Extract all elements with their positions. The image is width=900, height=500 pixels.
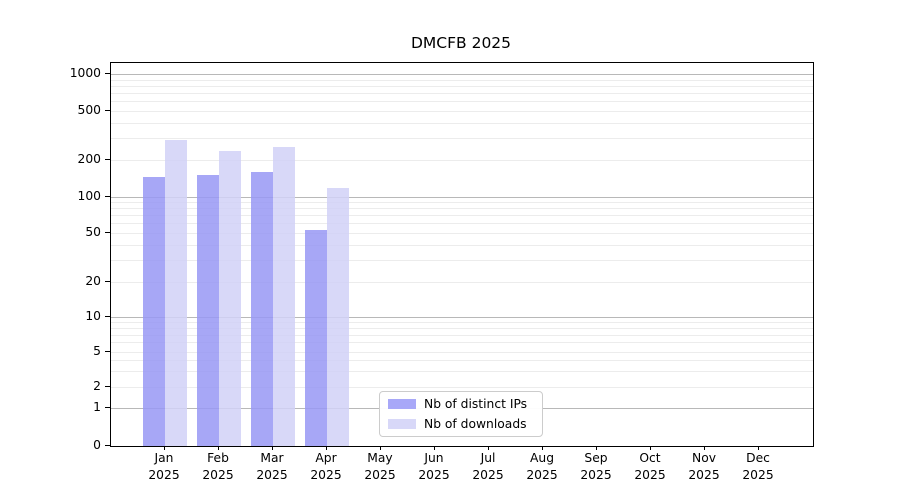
y-tick-mark <box>105 195 110 197</box>
legend-label-distinct-ips: Nb of distinct IPs <box>424 397 528 412</box>
y-axis-tick-label: 2 <box>93 379 101 393</box>
x-tick-mark <box>758 446 759 450</box>
bar-downloads <box>327 187 349 446</box>
gridline-minor <box>111 93 813 94</box>
x-axis-tick-label: Apr 2025 <box>310 451 342 482</box>
x-tick-mark <box>542 446 543 450</box>
bar-downloads <box>165 140 187 446</box>
x-axis-tick-label: Aug 2025 <box>526 451 558 482</box>
x-axis-tick-label: Dec 2025 <box>742 451 774 482</box>
plot-area <box>110 62 814 447</box>
gridline-minor <box>111 371 813 373</box>
x-tick-mark <box>218 446 219 450</box>
y-tick-mark <box>105 445 110 446</box>
x-tick-mark <box>704 446 705 450</box>
bar-distinct-ips <box>143 176 165 446</box>
legend-item-downloads: Nb of downloads <box>388 416 534 433</box>
gridline-minor <box>111 122 813 124</box>
x-tick-mark <box>380 446 381 450</box>
bar-downloads <box>219 151 241 446</box>
gridline-minor <box>111 282 813 283</box>
y-tick-mark <box>105 110 110 111</box>
x-axis-tick-label: Nov 2025 <box>688 451 720 482</box>
y-tick-mark <box>105 159 110 160</box>
y-tick-mark <box>105 73 110 74</box>
bar-distinct-ips <box>197 175 219 446</box>
gridline-minor <box>111 342 813 344</box>
gridline-major <box>111 74 813 75</box>
bar-downloads <box>273 147 295 446</box>
y-axis-tick-label: 0 <box>93 438 101 452</box>
x-tick-mark <box>596 446 597 450</box>
gridline-minor <box>111 321 813 323</box>
gridline-minor <box>111 111 813 112</box>
y-axis-tick-label: 1000 <box>69 66 101 80</box>
gridline-minor <box>111 360 813 362</box>
x-tick-mark <box>434 446 435 450</box>
gridline-major <box>111 196 813 198</box>
x-tick-mark <box>164 446 165 450</box>
gridline-minor <box>111 223 813 224</box>
chart-title: DMCFB 2025 <box>410 34 512 52</box>
y-axis-tick-label: 10 <box>85 308 101 323</box>
legend-swatch-downloads <box>388 418 416 429</box>
gridline-major <box>111 316 813 318</box>
gridline-minor <box>111 208 813 210</box>
x-tick-mark <box>272 446 273 450</box>
y-axis-tick-label: 100 <box>77 188 101 203</box>
x-axis-tick-label: May 2025 <box>364 451 396 482</box>
x-axis-tick-label: Mar 2025 <box>256 451 288 482</box>
gridline-minor <box>111 138 813 140</box>
x-tick-mark <box>488 446 489 450</box>
legend-item-distinct-ips: Nb of distinct IPs <box>388 396 534 413</box>
y-tick-mark <box>105 386 110 387</box>
gridline-minor <box>111 232 813 234</box>
gridline-minor <box>111 351 813 353</box>
y-axis-tick-label: 200 <box>77 152 101 166</box>
gridline-minor <box>111 244 813 246</box>
bar-distinct-ips <box>251 172 273 446</box>
x-axis-tick-label: Jun 2025 <box>418 451 450 482</box>
gridline-minor <box>111 260 813 262</box>
y-axis-tick-label: 20 <box>85 274 101 288</box>
y-tick-mark <box>105 281 110 282</box>
x-axis-tick-label: Jul 2025 <box>472 451 504 482</box>
y-axis-tick-label: 1 <box>93 400 101 414</box>
x-tick-mark <box>326 446 327 450</box>
x-axis-tick-label: Jan 2025 <box>148 451 180 482</box>
x-axis-tick-label: Feb 2025 <box>202 451 234 482</box>
x-axis-tick-label: Sep 2025 <box>580 451 612 482</box>
gridline-minor <box>111 215 813 216</box>
y-tick-mark <box>105 407 110 408</box>
x-tick-mark <box>650 446 651 450</box>
y-tick-mark <box>105 315 110 317</box>
y-tick-mark <box>105 350 110 352</box>
legend-swatch-distinct-ips <box>388 399 416 410</box>
legend: Nb of distinct IPs Nb of downloads <box>379 391 543 437</box>
gridline-minor <box>111 79 813 81</box>
legend-label-downloads: Nb of downloads <box>424 416 527 431</box>
y-axis-tick-label: 5 <box>93 343 101 358</box>
gridline-minor <box>111 387 813 388</box>
y-tick-mark <box>105 231 110 233</box>
gridline-minor <box>111 101 813 103</box>
gridline-minor <box>111 202 813 203</box>
gridline-minor <box>111 85 813 87</box>
gridline-minor <box>111 160 813 161</box>
y-axis-tick-label: 50 <box>85 224 101 239</box>
gridline-minor <box>111 334 813 336</box>
y-axis-tick-label: 500 <box>77 103 101 117</box>
x-axis-tick-label: Oct 2025 <box>634 451 666 482</box>
gridline-minor <box>111 327 813 329</box>
bar-distinct-ips <box>305 229 327 446</box>
